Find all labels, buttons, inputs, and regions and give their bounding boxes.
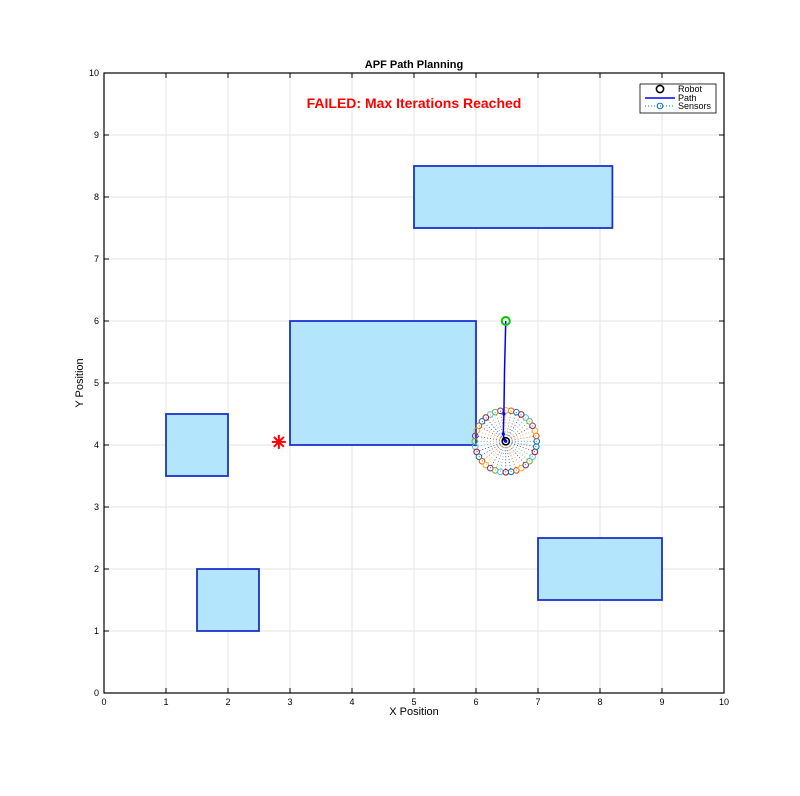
- y-tick-label: 0: [94, 688, 99, 698]
- sensor-ray: [476, 430, 506, 442]
- x-tick-label: 8: [597, 697, 602, 707]
- obstacle: [196, 568, 260, 632]
- sensor-marker: [478, 418, 486, 425]
- robot-marker: [501, 436, 511, 446]
- sensor-ray: [489, 414, 507, 442]
- y-tick-label: 3: [94, 502, 99, 512]
- sensor-marker: [522, 461, 529, 469]
- sensor-ray: [499, 441, 507, 472]
- goal-marker-stroke: [273, 436, 285, 448]
- sensor-ray: [505, 441, 512, 472]
- sensor-ray: [489, 441, 507, 469]
- sensor-ray: [476, 440, 506, 453]
- sensor-ray: [475, 440, 506, 448]
- obstacle: [165, 413, 229, 477]
- obstacle: [413, 165, 614, 229]
- sensor-marker: [482, 414, 490, 421]
- sensor-ray: [505, 414, 522, 442]
- legend-label-path: Path: [678, 93, 697, 103]
- obstacles: [165, 165, 663, 632]
- sensor-ray: [505, 421, 530, 442]
- sensor-ray: [481, 440, 507, 462]
- sensor-marker: [532, 443, 540, 450]
- y-tick-label: 6: [94, 316, 99, 326]
- path-point: [501, 432, 505, 436]
- x-tick-label: 4: [349, 697, 354, 707]
- sensor-ray: [478, 440, 506, 458]
- point-markers: [271, 316, 511, 449]
- x-tick-label: 3: [287, 697, 292, 707]
- status-message: FAILED: Max Iterations Reached: [307, 95, 522, 111]
- x-tick-label: 7: [535, 697, 540, 707]
- sensor-marker: [526, 418, 533, 425]
- sensor-marker: [482, 461, 490, 469]
- y-axis-label: Y Position: [74, 358, 86, 407]
- y-tick-label: 10: [89, 68, 99, 78]
- x-tick-label: 9: [659, 697, 664, 707]
- legend-label-sensors: Sensors: [678, 101, 712, 111]
- y-tick-label: 2: [94, 564, 99, 574]
- x-tick-label: 6: [473, 697, 478, 707]
- x-tick-label: 2: [225, 697, 230, 707]
- y-tick-label: 1: [94, 626, 99, 636]
- sensor-ray: [494, 412, 507, 442]
- sensor-marker: [478, 457, 486, 465]
- sensor-ray: [481, 421, 507, 442]
- start-marker: [500, 316, 511, 326]
- sensor-marker: [475, 453, 483, 461]
- sensor-ray: [494, 441, 507, 471]
- goal-marker: [271, 434, 286, 449]
- obstacle: [289, 320, 477, 446]
- y-tick-label: 5: [94, 378, 99, 388]
- sensor-ray: [505, 440, 536, 453]
- sensor-ray: [505, 440, 530, 462]
- axis-ticks: 0 1 2 3 4 5 6 7 8 9 10 0 1 2 3 4 5 6 7 8 9 10: [89, 68, 729, 707]
- sensor-marker: [529, 422, 536, 430]
- legend: Robot Path Sensors: [639, 83, 717, 114]
- y-tick-label: 8: [94, 192, 99, 202]
- legend-sensors-marker: [656, 102, 664, 110]
- sensor-ray: [505, 417, 526, 442]
- sensor-ray: [485, 417, 507, 442]
- x-tick-label: 0: [101, 697, 106, 707]
- legend-label-robot: Robot: [678, 84, 703, 94]
- sensor-marker: [526, 457, 533, 465]
- sensor-ray: [505, 440, 533, 458]
- y-tick-label: 7: [94, 254, 99, 264]
- legend-robot-marker: [655, 84, 665, 94]
- x-tick-label: 5: [411, 697, 416, 707]
- sensor-rays: [474, 410, 537, 473]
- y-tick-label: 4: [94, 440, 99, 450]
- path-point: [504, 439, 508, 443]
- sensor-marker: [522, 414, 529, 421]
- sensor-ray: [505, 425, 533, 442]
- path-point: [502, 412, 506, 416]
- sensor-ray: [505, 410, 512, 442]
- sensor-ray: [505, 430, 536, 442]
- sensor-ray: [475, 435, 506, 442]
- sensor-ray: [505, 440, 537, 448]
- x-axis-label: X Position: [389, 706, 439, 718]
- sensor-ray: [505, 441, 517, 471]
- chart-title: APF Path Planning: [365, 59, 463, 71]
- sensor-ray: [478, 425, 506, 442]
- sensor-ray: [505, 435, 537, 442]
- sensor-ray: [505, 441, 526, 466]
- sensor-marker: [486, 411, 494, 418]
- sensor-ray: [485, 441, 507, 466]
- obstacle: [537, 537, 663, 601]
- x-tick-label: 1: [163, 697, 168, 707]
- sensor-marker: [517, 464, 525, 472]
- sensor-markers: [471, 406, 541, 476]
- y-tick-label: 9: [94, 130, 99, 140]
- x-tick-label: 10: [719, 697, 729, 707]
- sensor-ray: [505, 441, 522, 469]
- sensor-ray: [505, 412, 517, 442]
